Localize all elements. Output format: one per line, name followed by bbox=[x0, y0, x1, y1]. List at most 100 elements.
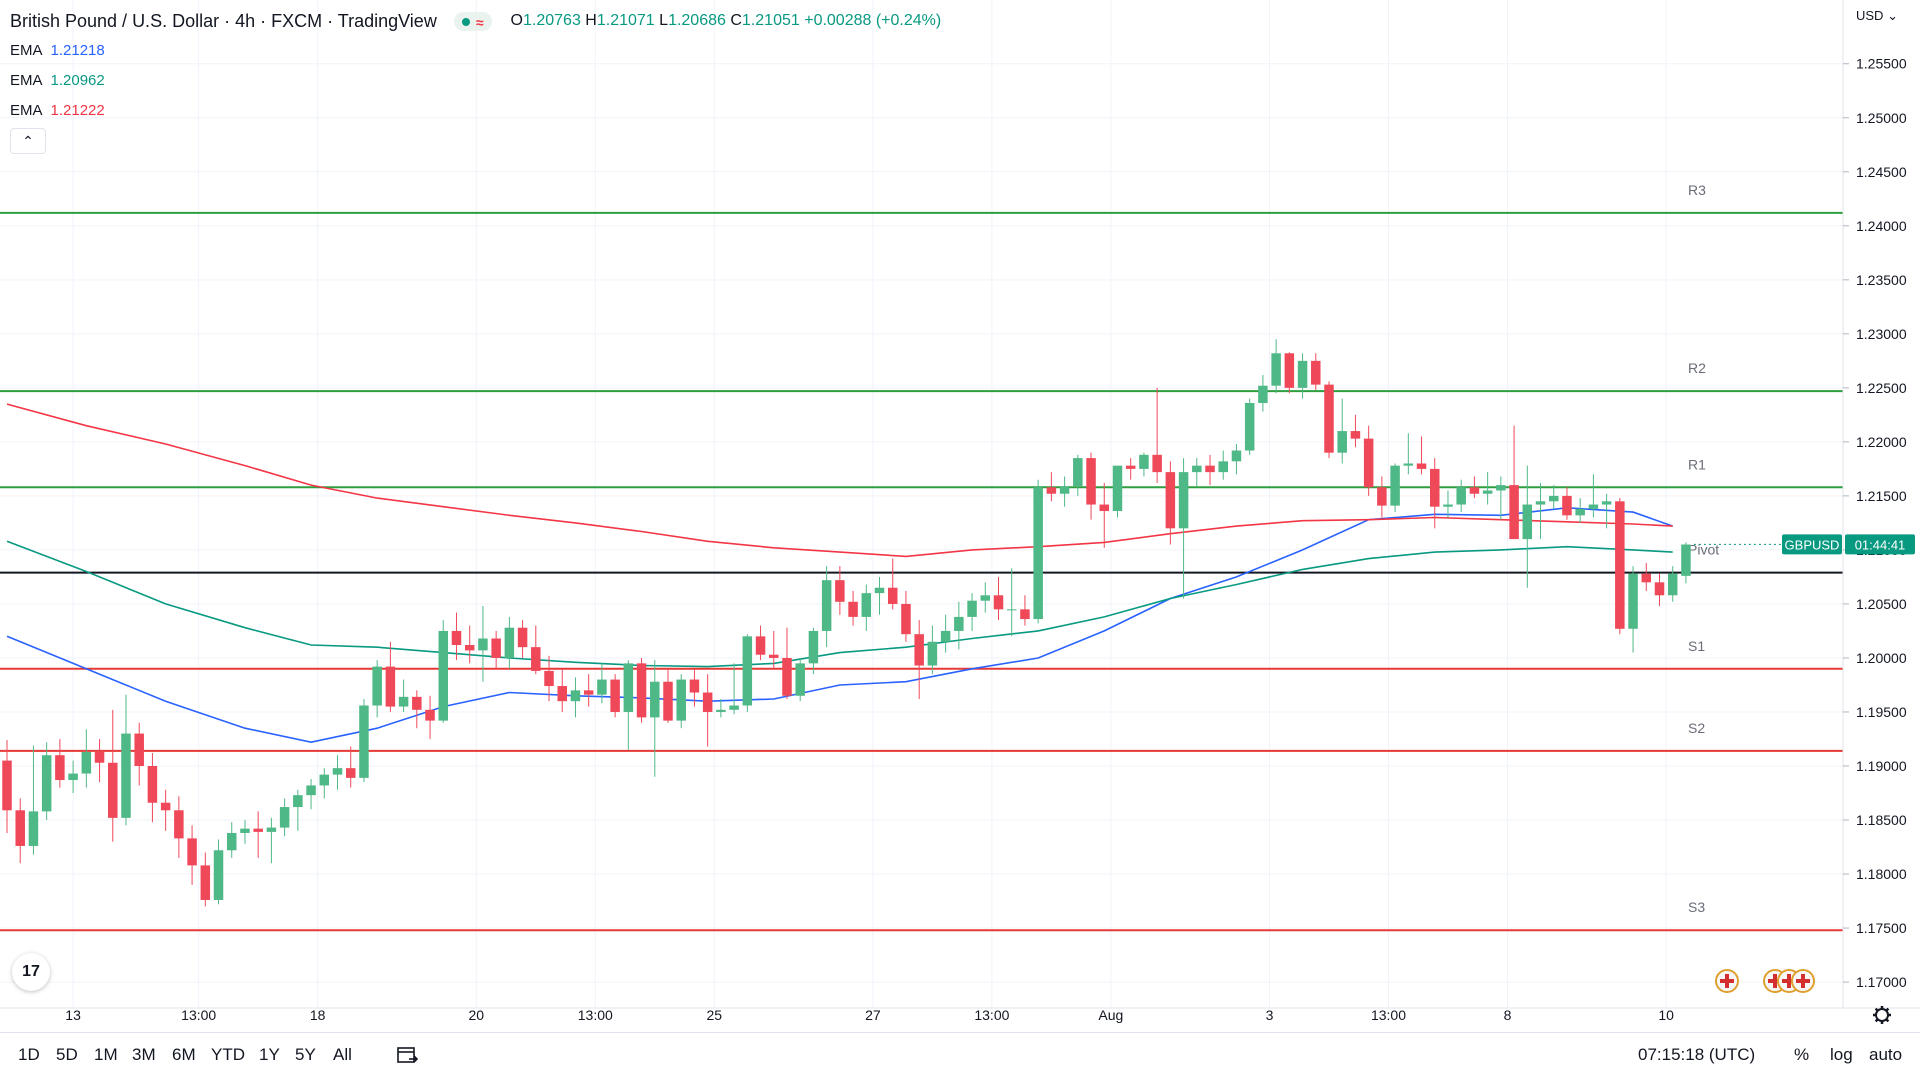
candle-body[interactable] bbox=[279, 807, 290, 828]
candle-body[interactable] bbox=[1548, 495, 1559, 502]
candle-body[interactable] bbox=[835, 580, 845, 602]
range-button-5y[interactable]: 5Y bbox=[295, 1045, 316, 1064]
candle-body[interactable] bbox=[200, 865, 211, 900]
candle-body[interactable] bbox=[293, 795, 303, 808]
candle-body[interactable] bbox=[1377, 487, 1387, 506]
candle-body[interactable] bbox=[147, 765, 158, 803]
candle-body[interactable] bbox=[755, 636, 766, 655]
currency-selector[interactable]: USD ⌄ bbox=[1856, 8, 1898, 24]
candle-body[interactable] bbox=[531, 647, 541, 671]
candle-body[interactable] bbox=[1059, 486, 1070, 494]
candle-body[interactable] bbox=[1165, 472, 1176, 529]
candle-body[interactable] bbox=[359, 705, 369, 778]
candle-body[interactable] bbox=[1284, 353, 1295, 388]
us-event-flag-icon[interactable] bbox=[1791, 969, 1815, 993]
tradingview-logo-icon[interactable]: 17 bbox=[12, 953, 50, 991]
ema-legend-1[interactable]: EMA 1.21218 bbox=[10, 42, 105, 59]
candle-body[interactable] bbox=[742, 636, 753, 706]
ema-line-2[interactable] bbox=[6, 540, 1673, 668]
candle-body[interactable] bbox=[1099, 504, 1110, 512]
candle-body[interactable] bbox=[980, 595, 991, 601]
candle-body[interactable] bbox=[319, 774, 330, 786]
candle-body[interactable] bbox=[1205, 465, 1215, 473]
candle-body[interactable] bbox=[345, 768, 356, 778]
candle-body[interactable] bbox=[570, 690, 581, 702]
candle-body[interactable] bbox=[1297, 360, 1308, 388]
candle-body[interactable] bbox=[2, 760, 12, 811]
candle-body[interactable] bbox=[967, 600, 977, 617]
candle-body[interactable] bbox=[1615, 501, 1625, 629]
candle-body[interactable] bbox=[874, 587, 885, 594]
candle-body[interactable] bbox=[213, 850, 224, 900]
candle-body[interactable] bbox=[1416, 463, 1427, 469]
candle-body[interactable] bbox=[372, 666, 382, 706]
candle-body[interactable] bbox=[108, 762, 118, 818]
candle-body[interactable] bbox=[1244, 402, 1255, 451]
candle-body[interactable] bbox=[702, 692, 713, 712]
candle-body[interactable] bbox=[557, 686, 567, 702]
range-button-6m[interactable]: 6M bbox=[172, 1045, 196, 1064]
candle-body[interactable] bbox=[1641, 573, 1652, 583]
utc-clock[interactable]: 07:15:18 (UTC) bbox=[1638, 1045, 1756, 1064]
candle-body[interactable] bbox=[583, 690, 594, 695]
candle-body[interactable] bbox=[134, 733, 144, 766]
candle-body[interactable] bbox=[1575, 508, 1585, 516]
gear-icon[interactable] bbox=[1873, 1006, 1891, 1024]
candle-body[interactable] bbox=[901, 603, 911, 635]
candle-body[interactable] bbox=[412, 696, 422, 710]
candle-body[interactable] bbox=[240, 828, 250, 833]
percent-toggle[interactable]: % bbox=[1794, 1045, 1810, 1064]
candle-body[interactable] bbox=[517, 627, 528, 648]
candle-body[interactable] bbox=[1535, 501, 1546, 505]
candle-body[interactable] bbox=[1482, 490, 1493, 494]
candle-body[interactable] bbox=[41, 755, 52, 812]
candle-body[interactable] bbox=[1430, 468, 1440, 507]
candle-body[interactable] bbox=[1363, 438, 1374, 488]
candle-body[interactable] bbox=[650, 681, 660, 718]
candle-body[interactable] bbox=[1139, 454, 1149, 469]
candle-body[interactable] bbox=[597, 679, 607, 695]
candle-body[interactable] bbox=[253, 828, 263, 832]
candle-body[interactable] bbox=[1033, 487, 1043, 620]
candle-body[interactable] bbox=[689, 679, 700, 693]
candle-body[interactable] bbox=[464, 644, 475, 651]
candle-body[interactable] bbox=[94, 751, 105, 763]
candle-body[interactable] bbox=[1443, 504, 1453, 507]
candle-body[interactable] bbox=[729, 705, 739, 710]
candle-body[interactable] bbox=[954, 616, 964, 631]
candle-body[interactable] bbox=[1073, 458, 1083, 487]
candle-body[interactable] bbox=[1258, 385, 1268, 403]
candle-body[interactable] bbox=[15, 810, 25, 846]
candle-body[interactable] bbox=[1601, 501, 1612, 505]
range-button-5d[interactable]: 5D bbox=[56, 1045, 78, 1064]
candle-body[interactable] bbox=[1324, 384, 1334, 453]
ema-legend-2[interactable]: EMA 1.20962 bbox=[10, 72, 105, 89]
candle-body[interactable] bbox=[1588, 504, 1599, 509]
candle-body[interactable] bbox=[1192, 465, 1202, 473]
candle-body[interactable] bbox=[861, 593, 872, 617]
candle-body[interactable] bbox=[121, 733, 131, 818]
uk-event-flag-icon[interactable] bbox=[1715, 969, 1739, 993]
candle-body[interactable] bbox=[306, 785, 316, 796]
candle-body[interactable] bbox=[68, 773, 78, 781]
range-button-1m[interactable]: 1M bbox=[94, 1045, 118, 1064]
candle-body[interactable] bbox=[425, 709, 435, 721]
candle-body[interactable] bbox=[1020, 609, 1030, 620]
candle-body[interactable] bbox=[1469, 487, 1480, 494]
candle-body[interactable] bbox=[1112, 465, 1123, 512]
candle-body[interactable] bbox=[782, 657, 792, 696]
candle-body[interactable] bbox=[795, 663, 805, 696]
candle-body[interactable] bbox=[769, 654, 779, 658]
candle-body[interactable] bbox=[1496, 485, 1506, 491]
candle-body[interactable] bbox=[1350, 431, 1361, 439]
candle-body[interactable] bbox=[174, 810, 184, 839]
range-button-1d[interactable]: 1D bbox=[18, 1045, 40, 1064]
candle-body[interactable] bbox=[663, 681, 673, 721]
range-button-3m[interactable]: 3M bbox=[132, 1045, 156, 1064]
candle-body[interactable] bbox=[160, 802, 171, 811]
collapse-legend-button[interactable]: ⌃ bbox=[10, 128, 46, 154]
candle-body[interactable] bbox=[808, 630, 819, 664]
candle-body[interactable] bbox=[266, 827, 277, 832]
